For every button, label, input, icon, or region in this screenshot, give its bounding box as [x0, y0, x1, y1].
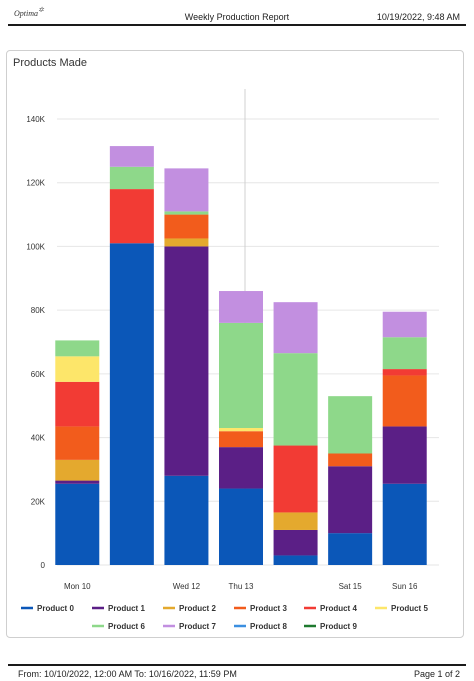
bar-segment	[55, 426, 100, 460]
report-footer: From: 10/10/2022, 12:00 AM To: 10/16/202…	[8, 664, 466, 680]
stacked-bar-chart: 0 20K 40K 60K 80K 100K 120K 140K Mon 10 Wed 12 Thu…	[21, 89, 439, 631]
bar-segment	[55, 356, 100, 382]
bar-segment	[273, 302, 318, 354]
bar-segment	[109, 166, 154, 190]
legend-label: Product 5	[391, 604, 428, 613]
bar-segment	[273, 555, 318, 565]
report-header: Optima✲ Weekly Production Report 10/19/2…	[8, 6, 466, 24]
report-datetime: 10/19/2022, 9:48 AM	[376, 12, 460, 22]
y-tick-label: 60K	[31, 370, 46, 379]
legend-label: Product 1	[108, 604, 145, 613]
bar-segment	[382, 375, 427, 427]
bar-segment	[109, 146, 154, 167]
bar-segment	[55, 459, 100, 481]
bar-segment	[55, 340, 100, 357]
legend-label: Product 2	[179, 604, 216, 613]
y-tick-label: 120K	[26, 179, 45, 188]
legend-label: Product 7	[179, 622, 216, 631]
bar-segment	[219, 431, 263, 448]
bar-segment	[164, 168, 209, 212]
x-tick-label: Thu 13	[229, 582, 254, 591]
logo-text: Optima	[14, 9, 38, 18]
bar-segment	[109, 243, 154, 565]
legend-label: Product 6	[108, 622, 145, 631]
bar-segment	[219, 428, 263, 432]
x-tick-label: Sat 15	[339, 582, 363, 591]
bar-segment	[109, 189, 154, 244]
y-tick-label: 40K	[31, 434, 46, 443]
x-tick-label: Sun 16	[392, 582, 418, 591]
y-tick-label: 140K	[26, 115, 45, 124]
x-tick-label: Wed 12	[173, 582, 201, 591]
y-tick-label: 0	[41, 561, 46, 570]
logo-star-icon: ✲	[38, 6, 44, 14]
company-logo: Optima✲	[14, 6, 44, 18]
bar-segment	[328, 396, 373, 454]
legend-label: Product 4	[320, 604, 357, 613]
legend-label: Product 3	[250, 604, 287, 613]
y-tick-label: 80K	[31, 306, 46, 315]
chart-title: Products Made	[13, 57, 87, 69]
date-range: From: 10/10/2022, 12:00 AM To: 10/16/202…	[18, 669, 237, 679]
bar-segment	[273, 529, 318, 556]
y-tick-label: 100K	[26, 242, 45, 251]
bar-segment	[382, 369, 427, 376]
bar-segment	[219, 488, 263, 565]
page-number: Page 1 of 2	[413, 669, 460, 679]
bar-segment	[328, 453, 373, 467]
products-made-card: Products Made 0 20K 40K 60K 80K 100K 120K 140K M…	[6, 50, 464, 638]
bar-segment	[55, 483, 100, 565]
bar-segment	[219, 291, 263, 323]
bar-segment	[219, 447, 263, 489]
bar-segment	[328, 533, 373, 565]
bar-segment	[55, 480, 100, 484]
bar-segment	[273, 353, 318, 446]
bar-segment	[273, 445, 318, 513]
bar-segment	[164, 211, 209, 215]
bar-segment	[382, 426, 427, 484]
x-tick-label: Mon 10	[64, 582, 91, 591]
legend-label: Product 8	[250, 622, 287, 631]
bar-segment	[382, 311, 427, 338]
footer-divider	[8, 664, 466, 666]
bar-segment	[382, 337, 427, 370]
legend-label: Product 9	[320, 622, 357, 631]
bar-segment	[164, 214, 209, 239]
bar-segment	[273, 512, 318, 530]
legend-label: Product 0	[37, 604, 74, 613]
y-tick-label: 20K	[31, 497, 46, 506]
bar-segment	[164, 246, 209, 476]
bar-segment	[164, 475, 209, 565]
bar-segment	[219, 322, 263, 429]
header-divider	[8, 24, 466, 26]
bar-segment	[328, 466, 373, 534]
report-title: Weekly Production Report	[184, 12, 290, 22]
bar-segment	[55, 381, 100, 427]
bar-segment	[164, 238, 209, 247]
bar-segment	[382, 483, 427, 565]
